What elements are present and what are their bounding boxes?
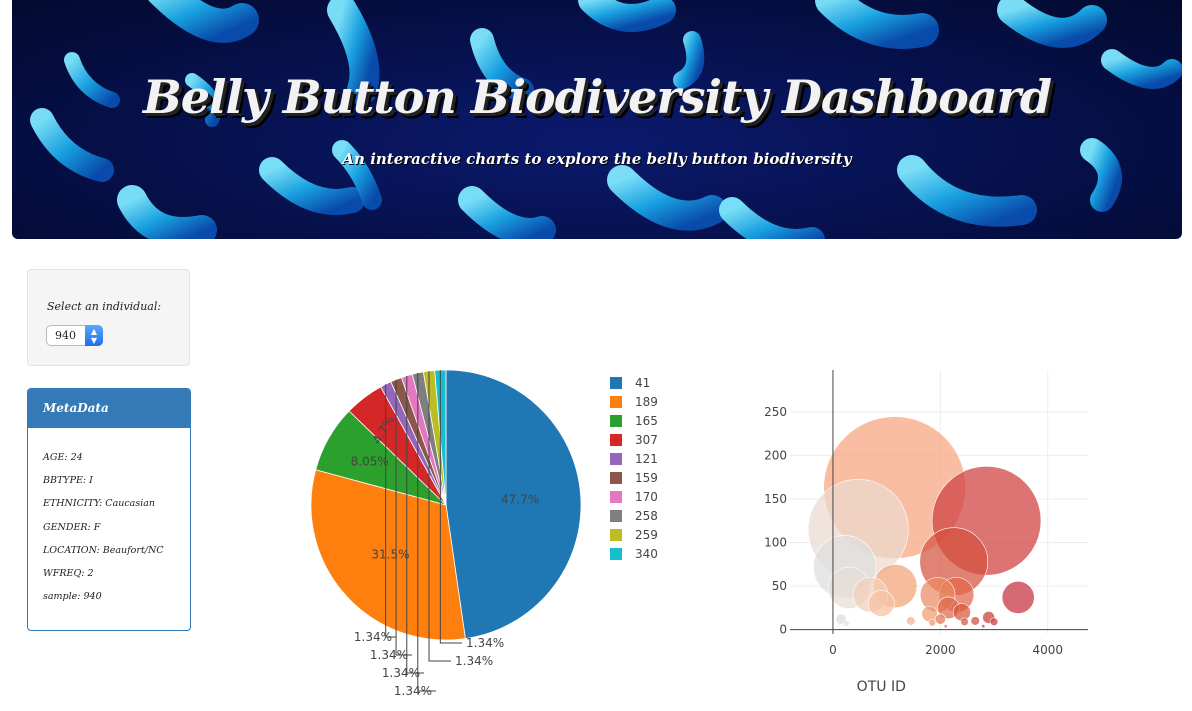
select-individual-label: Select an individual:: [47, 300, 162, 313]
metadata-sample: sample: 940: [43, 591, 102, 603]
metadata-gender: GENDER: F: [43, 521, 101, 533]
legend-swatch[interactable]: [610, 415, 622, 427]
legend-swatch[interactable]: [610, 510, 622, 522]
legend-swatch[interactable]: [610, 472, 622, 484]
y-tick-label: 250: [764, 405, 787, 419]
y-tick-label: 0: [779, 623, 787, 637]
legend-swatch[interactable]: [610, 491, 622, 503]
bubble-point[interactable]: [981, 624, 986, 629]
pie-slice-label: 1.34%: [370, 648, 408, 662]
legend-swatch[interactable]: [610, 548, 622, 560]
metadata-bbtype: BBTYPE: I: [43, 475, 93, 487]
pie-slice-label: 1.34%: [354, 630, 392, 644]
legend-swatch[interactable]: [610, 377, 622, 389]
bubble-point[interactable]: [843, 620, 850, 627]
legend-swatch[interactable]: [610, 434, 622, 446]
pie-slice-label: 1.34%: [382, 666, 420, 680]
metadata-age: AGE: 24: [43, 452, 83, 463]
y-tick-label: 200: [764, 448, 787, 462]
y-tick-label: 150: [764, 492, 787, 506]
header-banner: Belly Button Biodiversity Dashboard An i…: [12, 0, 1182, 239]
bubble-point[interactable]: [960, 617, 969, 627]
pie-slice-label: 1.34%: [466, 636, 504, 650]
individual-select-value: 940: [55, 329, 76, 342]
chevron-updown-icon[interactable]: ▲ ▼: [85, 325, 103, 346]
pie-slice-41[interactable]: [445, 369, 582, 640]
legend-swatch[interactable]: [610, 453, 622, 465]
bacteria-background-image: [30, 0, 1182, 239]
pie-slice-label: 31.5%: [371, 547, 409, 561]
individual-select[interactable]: 940 ▲ ▼: [46, 325, 103, 346]
bubble-point[interactable]: [928, 618, 937, 627]
legend-swatch[interactable]: [610, 396, 622, 408]
legend-item-340[interactable]: 340: [635, 547, 658, 561]
metadata-wfreq: WFREQ: 2: [43, 567, 94, 579]
pie-slice-label: 8.05%: [351, 455, 389, 469]
legend-item-189[interactable]: 189: [635, 395, 658, 409]
metadata-list: AGE: 24 BBTYPE: I ETHNICITY: Caucasian G…: [28, 428, 190, 612]
y-tick-label: 50: [772, 579, 787, 593]
bubble-point[interactable]: [867, 590, 895, 617]
page-subtitle: An interactive charts to explore the bel…: [342, 150, 852, 168]
y-tick-label: 100: [764, 536, 787, 550]
legend-swatch[interactable]: [610, 529, 622, 541]
individual-selector-panel: Select an individual: 940 ▲ ▼: [27, 269, 190, 366]
pie-leader-line: [417, 372, 436, 692]
bubble-point[interactable]: [934, 613, 946, 625]
pie-slice-189[interactable]: [310, 469, 466, 641]
page-title: Belly Button Biodiversity Dashboard: [142, 70, 1052, 124]
pie-slice-label: 1.34%: [455, 654, 493, 668]
legend-item-165[interactable]: 165: [635, 414, 658, 428]
x-tick-label: 2000: [925, 643, 956, 657]
metadata-panel-title: MetaData: [28, 389, 190, 428]
pie-leader-line: [385, 384, 396, 638]
legend-item-159[interactable]: 159: [635, 471, 658, 485]
legend-item-258[interactable]: 258: [635, 509, 658, 523]
pie-leader-line: [428, 371, 451, 662]
legend-item-259[interactable]: 259: [635, 528, 658, 542]
bubble-point[interactable]: [1001, 580, 1035, 614]
legend-item-170[interactable]: 170: [635, 490, 658, 504]
x-axis-label: OTU ID: [857, 679, 906, 695]
x-tick-label: 0: [829, 643, 837, 657]
metadata-panel: MetaData AGE: 24 BBTYPE: I ETHNICITY: Ca…: [27, 388, 191, 631]
pie-chart[interactable]: 47.7%31.5%8.05%4.7%1.34%1.34%1.34%1.34%1…: [290, 360, 690, 711]
bubble-point[interactable]: [906, 616, 916, 626]
legend-item-307[interactable]: 307: [635, 433, 658, 447]
legend-item-121[interactable]: 121: [635, 452, 658, 466]
x-tick-label: 4000: [1032, 643, 1063, 657]
metadata-ethnicity: ETHNICITY: Caucasian: [43, 498, 156, 510]
bubble-point[interactable]: [943, 624, 948, 629]
bubble-chart[interactable]: 0 2000 4000 0 50 100 150 200 250 OTU ID: [740, 360, 1100, 711]
legend-item-41[interactable]: 41: [635, 376, 650, 390]
metadata-location: LOCATION: Beaufort/NC: [43, 544, 164, 556]
pie-slice-label: 1.34%: [394, 684, 432, 698]
pie-slice-label: 47.7%: [501, 493, 539, 507]
bubble-point[interactable]: [989, 617, 999, 627]
bubble-point[interactable]: [952, 603, 971, 622]
bubble-point[interactable]: [970, 616, 980, 626]
pie-leader-line: [439, 370, 462, 644]
